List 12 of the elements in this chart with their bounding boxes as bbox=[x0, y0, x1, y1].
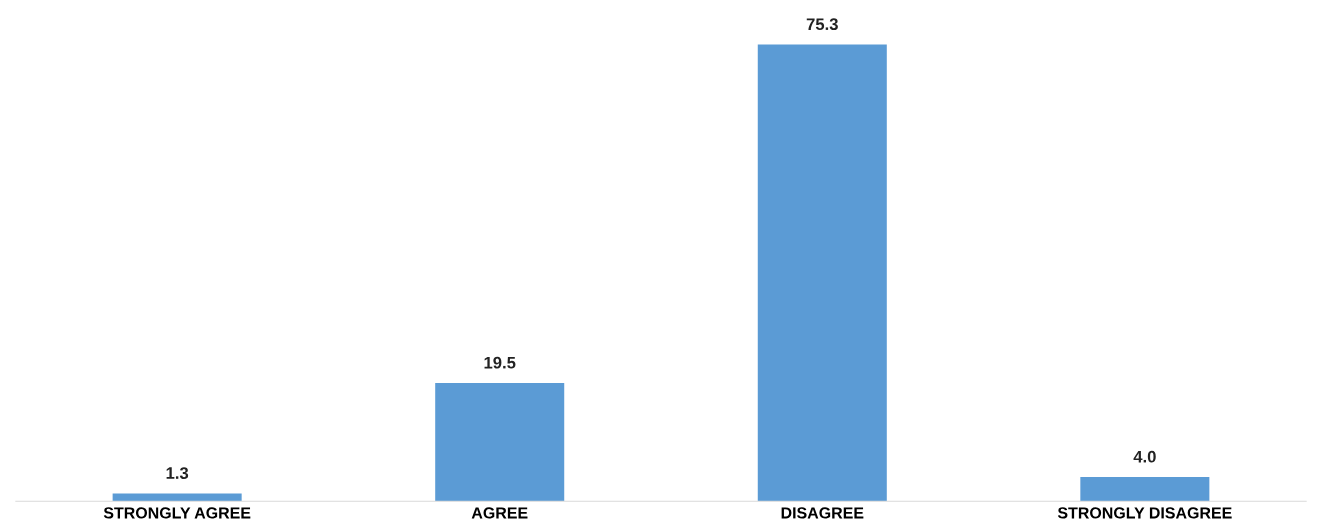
bar bbox=[757, 44, 887, 502]
data-label: 75.3 bbox=[806, 18, 838, 31]
x-tick-label: AGREE bbox=[471, 507, 528, 519]
bar bbox=[112, 493, 242, 502]
data-label: 4.0 bbox=[1133, 450, 1156, 463]
data-label: 1.3 bbox=[166, 467, 189, 479]
x-tick-label: DISAGREE bbox=[781, 507, 864, 519]
bar bbox=[435, 382, 565, 502]
x-tick-label: STRONGLY AGREE bbox=[103, 507, 251, 519]
x-tick-label: STRONGLY DISAGREE bbox=[1057, 507, 1232, 519]
data-label: 19.5 bbox=[484, 356, 516, 369]
bar bbox=[1080, 477, 1210, 502]
